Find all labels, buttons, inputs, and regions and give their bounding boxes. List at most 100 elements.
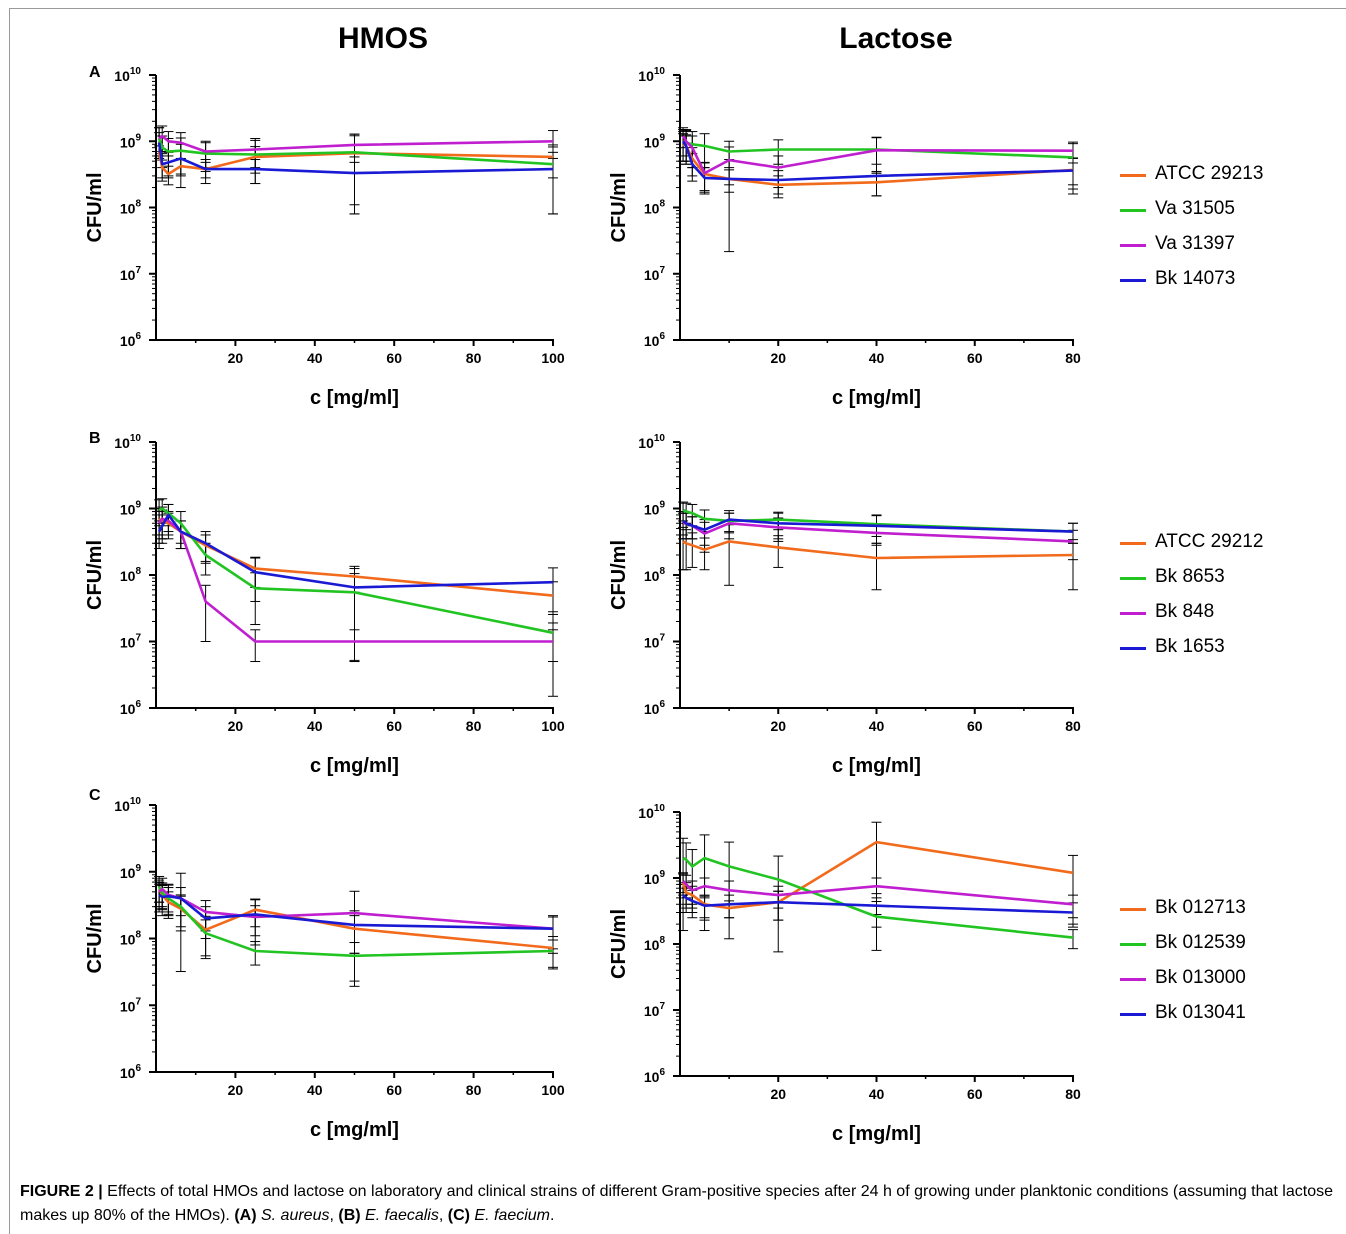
chart-c-lactose: 106 107 108 109 1010 20 40 60 80 c [mg/ml] CFU/ml	[608, 803, 1081, 1145]
legend-swatch	[1120, 279, 1146, 282]
legend-label: Bk 1653	[1155, 636, 1225, 657]
chart-a-lactose: 106 107 108 109 1010 20 40 60 80 c [mg/ml] CFU/ml	[608, 66, 1081, 409]
series-line-3	[682, 518, 1074, 533]
x-tick-label: 40	[307, 718, 323, 734]
caption-text: Effects of total HMOs and lactose on lab…	[20, 1183, 1333, 1224]
y-tick-label: 106	[644, 1067, 666, 1085]
x-tick-label: 80	[1065, 350, 1081, 366]
y-tick-label: 107	[644, 1001, 666, 1019]
y-tick-label: 108	[644, 935, 666, 953]
y-tick-label: 108	[644, 566, 666, 584]
y-tick-label: 1010	[114, 66, 141, 84]
x-tick-label: 60	[967, 1086, 983, 1102]
series-line-3	[157, 142, 554, 175]
x-tick-label: 20	[228, 718, 244, 734]
x-tick-label: 80	[1065, 1086, 1081, 1102]
x-axis-title: c [mg/ml]	[310, 387, 399, 409]
caption-c-species: E. faecium	[474, 1207, 550, 1224]
y-tick-label: 107	[644, 265, 666, 283]
y-tick-label: 109	[644, 500, 666, 518]
legend-swatch	[1120, 209, 1146, 212]
figure-caption: FIGURE 2 | Effects of total HMOs and lac…	[20, 1180, 1336, 1228]
y-tick-label: 1010	[638, 433, 665, 451]
y-tick-label: 109	[644, 869, 666, 887]
legend-swatch	[1120, 978, 1146, 981]
legend-swatch	[1120, 612, 1146, 615]
series-line-1	[682, 508, 1074, 533]
x-tick-label: 80	[466, 1082, 482, 1098]
series-line-3	[682, 140, 1074, 182]
y-tick-label: 108	[120, 199, 142, 217]
panel-letter-a: A	[89, 64, 101, 81]
legend-label: Va 31397	[1155, 233, 1235, 254]
series-line-3	[682, 894, 1074, 914]
y-tick-label: 106	[120, 331, 142, 349]
x-tick-label: 40	[869, 350, 885, 366]
legend-label: Bk 8653	[1155, 566, 1225, 587]
y-tick-label: 108	[120, 930, 142, 948]
y-tick-label: 109	[120, 500, 142, 518]
x-axis-title: c [mg/ml]	[310, 1119, 399, 1141]
figure-charts: 106 107 108 109 1010 20 40 60 80 100 c [mg/ml] CFU/…	[84, 66, 1081, 1145]
x-tick-label: 20	[228, 1082, 244, 1098]
x-tick-label: 20	[770, 1086, 786, 1102]
chart-b-hmos: 106 107 108 109 1010 20 40 60 80 100 c [mg/ml] CFU/…	[84, 433, 565, 777]
series-line-1	[157, 886, 554, 958]
legend-label: Bk 013000	[1155, 967, 1246, 988]
series-line-2	[158, 887, 554, 930]
legend-swatch	[1120, 244, 1146, 247]
series-line-0	[682, 540, 1074, 560]
x-tick-label: 60	[967, 718, 983, 734]
y-tick-label: 107	[644, 633, 666, 651]
y-tick-label: 107	[120, 265, 142, 283]
series-line-3	[157, 513, 554, 589]
legend-label: Bk 012539	[1155, 932, 1246, 953]
y-axis-title: CFU/ml	[84, 904, 106, 974]
column-title-lactose: Lactose	[839, 22, 953, 55]
x-tick-label: 100	[541, 350, 565, 366]
series-line-2	[682, 880, 1074, 906]
y-axis-title: CFU/ml	[84, 540, 106, 610]
series-line-1	[157, 138, 554, 166]
series-line-2	[158, 134, 554, 153]
series-line-2	[158, 517, 553, 643]
column-title-hmos: HMOS	[338, 22, 428, 55]
y-tick-label: 108	[644, 199, 666, 217]
caption-label: FIGURE 2 |	[20, 1183, 103, 1200]
panel-letter-c: C	[89, 787, 101, 804]
y-tick-label: 106	[120, 1063, 142, 1081]
x-tick-label: 40	[869, 1086, 885, 1102]
y-axis-title: CFU/ml	[608, 540, 630, 610]
legend-swatch	[1120, 1013, 1146, 1016]
legend-label: Bk 012713	[1155, 897, 1246, 918]
x-tick-label: 60	[386, 350, 402, 366]
y-axis-title: CFU/ml	[608, 173, 630, 243]
x-axis-title: c [mg/ml]	[310, 755, 399, 777]
legend-label: ATCC 29213	[1155, 163, 1264, 184]
caption-end: .	[550, 1207, 555, 1224]
series-line-3	[158, 893, 554, 930]
y-tick-label: 109	[644, 132, 666, 150]
y-axis-title: CFU/ml	[84, 173, 106, 243]
y-tick-label: 109	[120, 132, 142, 150]
y-tick-label: 106	[120, 699, 142, 717]
legend-swatch	[1120, 943, 1146, 946]
x-axis-title: c [mg/ml]	[832, 1123, 921, 1145]
panel-letter-b: B	[89, 430, 101, 447]
y-tick-label: 108	[120, 566, 142, 584]
figure-frame	[9, 8, 1346, 1234]
legend-swatch	[1120, 908, 1146, 911]
y-tick-label: 107	[120, 633, 142, 651]
chart-c-hmos: 106 107 108 109 1010 20 40 60 80 100 c [mg/ml] CFU/…	[84, 796, 565, 1141]
x-axis-title: c [mg/ml]	[832, 387, 921, 409]
caption-c-label: (C)	[447, 1207, 470, 1224]
series-line-1	[682, 856, 1074, 939]
x-tick-label: 20	[770, 718, 786, 734]
chart-a-hmos: 106 107 108 109 1010 20 40 60 80 100 c [mg/ml] CFU/…	[84, 66, 565, 409]
legend-swatch	[1120, 577, 1146, 580]
y-tick-label: 1010	[114, 796, 141, 814]
x-axis-title: c [mg/ml]	[832, 755, 921, 777]
x-tick-label: 40	[307, 350, 323, 366]
y-tick-label: 1010	[638, 66, 665, 84]
caption-a-species: S. aureus	[260, 1207, 330, 1224]
